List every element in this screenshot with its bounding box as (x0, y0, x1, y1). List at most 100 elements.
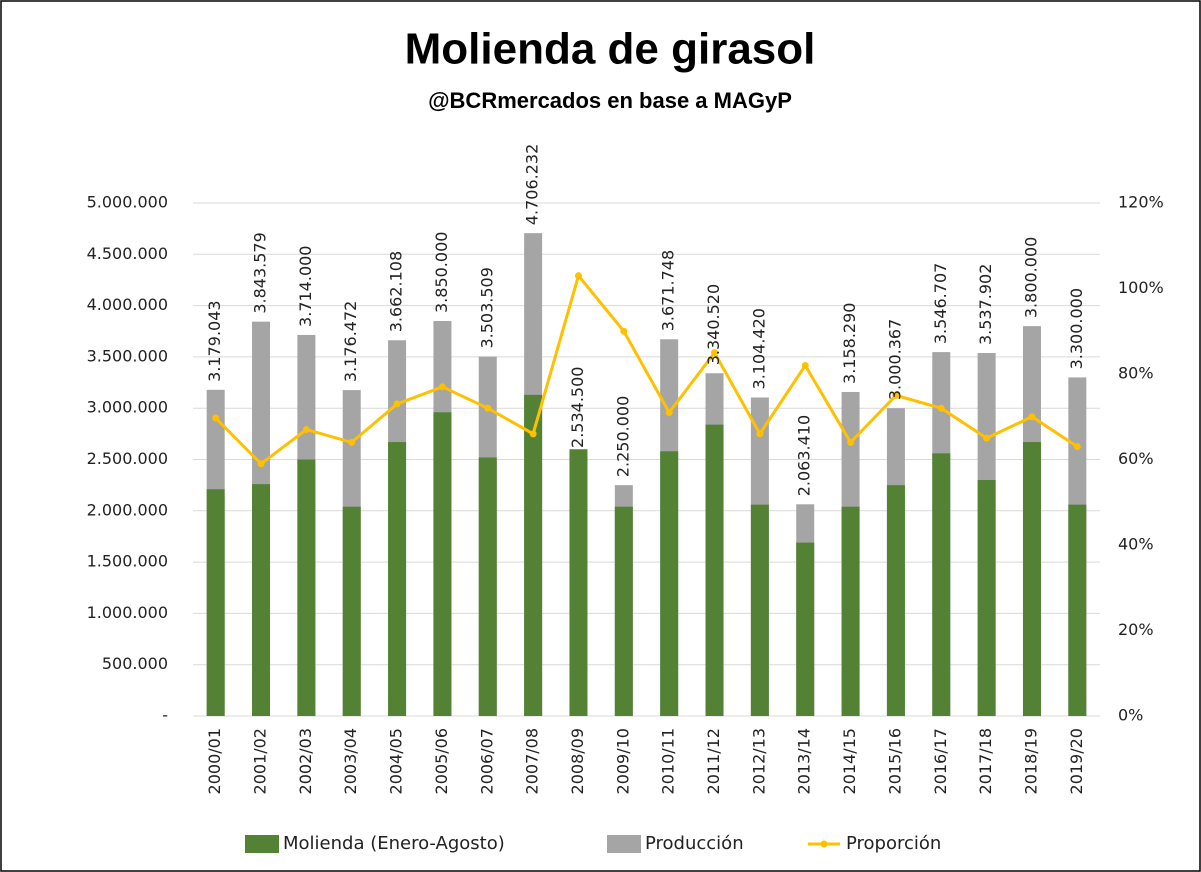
x-tick-label: 2003/04 (341, 728, 360, 794)
x-tick-label: 2014/15 (840, 728, 859, 794)
x-tick-label: 2017/18 (976, 728, 995, 794)
data-label: 3.158.290 (840, 303, 859, 384)
x-tick-label: 2009/10 (613, 728, 632, 794)
data-label: 3.340.520 (704, 284, 723, 365)
bar (478, 457, 497, 716)
bar (206, 489, 225, 716)
legend-swatch (245, 835, 279, 853)
x-tick-label: 2002/03 (296, 728, 315, 794)
x-tick-label: 2010/11 (659, 728, 678, 794)
legend-label: Producción (645, 833, 744, 854)
bar (660, 451, 679, 716)
y2-tick-label: 80% (1118, 364, 1154, 383)
x-tick-label: 2007/08 (523, 728, 542, 794)
y-tick-label: 4.000.000 (87, 295, 168, 314)
bar (932, 453, 951, 716)
data-label: 3.546.707 (931, 263, 950, 344)
x-tick-label: 2000/01 (205, 728, 224, 794)
y-tick-label: 2.500.000 (87, 449, 168, 468)
bar (1022, 442, 1041, 716)
legend-swatch (607, 835, 641, 853)
data-label: 3.662.108 (387, 251, 406, 332)
legend-label: Proporción (846, 833, 941, 854)
data-label: 3.714.000 (296, 246, 315, 327)
line-marker (484, 404, 492, 412)
data-label: 3.000.367 (885, 319, 904, 400)
bar (388, 442, 407, 716)
line-marker (620, 327, 628, 335)
chart-subtitle: @BCRmercados en base a MAGyP (428, 88, 792, 113)
bar (750, 504, 769, 716)
line-marker (983, 434, 991, 442)
chart-title: Molienda de girasol (405, 25, 816, 74)
data-label: 3.104.420 (749, 308, 768, 389)
data-label: 3.850.000 (432, 232, 451, 313)
x-tick-label: 2005/06 (432, 728, 451, 794)
line-marker (1028, 413, 1036, 421)
x-tick-label: 2001/02 (251, 728, 270, 794)
bar (1068, 504, 1087, 716)
bar (524, 394, 543, 716)
data-label: 3.300.000 (1067, 288, 1086, 369)
data-label: 3.176.472 (341, 301, 360, 382)
x-tick-label: 2018/19 (1021, 728, 1040, 794)
y-tick-label: 2.000.000 (87, 500, 168, 519)
x-tick-label: 2004/05 (387, 728, 406, 794)
bar (433, 412, 452, 716)
line-marker (847, 438, 855, 446)
line-marker (302, 426, 310, 434)
bar (705, 424, 724, 716)
line-marker (937, 404, 945, 412)
bar (297, 459, 316, 716)
line-marker (574, 272, 582, 280)
x-tick-label: 2015/16 (885, 728, 904, 794)
bar (977, 480, 996, 716)
line-marker (257, 460, 265, 468)
line (214, 272, 1079, 466)
data-label: 4.706.232 (523, 144, 542, 225)
line-marker (711, 349, 719, 357)
y2-tick-label: 60% (1118, 449, 1154, 468)
y2-tick-label: 0% (1118, 706, 1143, 725)
line-marker (801, 361, 809, 369)
data-label: 2.063.410 (795, 415, 814, 496)
data-label: 2.250.000 (613, 396, 632, 477)
line-marker (892, 391, 900, 399)
line-marker (212, 414, 220, 422)
y-tick-label: 3.500.000 (87, 346, 168, 365)
x-tick-label: 2012/13 (749, 728, 768, 794)
data-label: 3.503.509 (477, 267, 496, 348)
bar (796, 542, 815, 716)
bar (569, 449, 588, 716)
x-tick-label: 2013/14 (795, 728, 814, 794)
data-label: 3.800.000 (1021, 237, 1040, 318)
y-tick-label: 500.000 (102, 654, 168, 673)
data-label: 3.671.748 (659, 250, 678, 331)
bar (841, 506, 860, 716)
y-tick-label: 3.000.000 (87, 398, 168, 417)
line-marker (348, 438, 356, 446)
y2-tick-label: 40% (1118, 535, 1154, 554)
x-tick-label: 2006/07 (477, 728, 496, 794)
x-tick-label: 2008/09 (568, 728, 587, 794)
data-label: 2.534.500 (568, 367, 587, 448)
y2-tick-label: 120% (1118, 193, 1164, 212)
bar (614, 506, 633, 716)
line-marker (1073, 443, 1081, 451)
legend-swatch (820, 840, 828, 848)
y-tick-label: 1.000.000 (87, 603, 168, 622)
bar (342, 506, 361, 716)
y-tick-label: 5.000.000 (87, 193, 168, 212)
y-tick-label: - (162, 706, 168, 725)
data-label: 3.843.579 (251, 232, 270, 313)
bar (252, 484, 271, 716)
y-tick-label: 1.500.000 (87, 552, 168, 571)
x-tick-label: 2016/17 (931, 728, 950, 794)
line-marker (529, 430, 537, 438)
y2-tick-label: 20% (1118, 620, 1154, 639)
data-label: 3.179.043 (205, 300, 224, 381)
line-marker (438, 383, 446, 391)
line-marker (393, 400, 401, 408)
